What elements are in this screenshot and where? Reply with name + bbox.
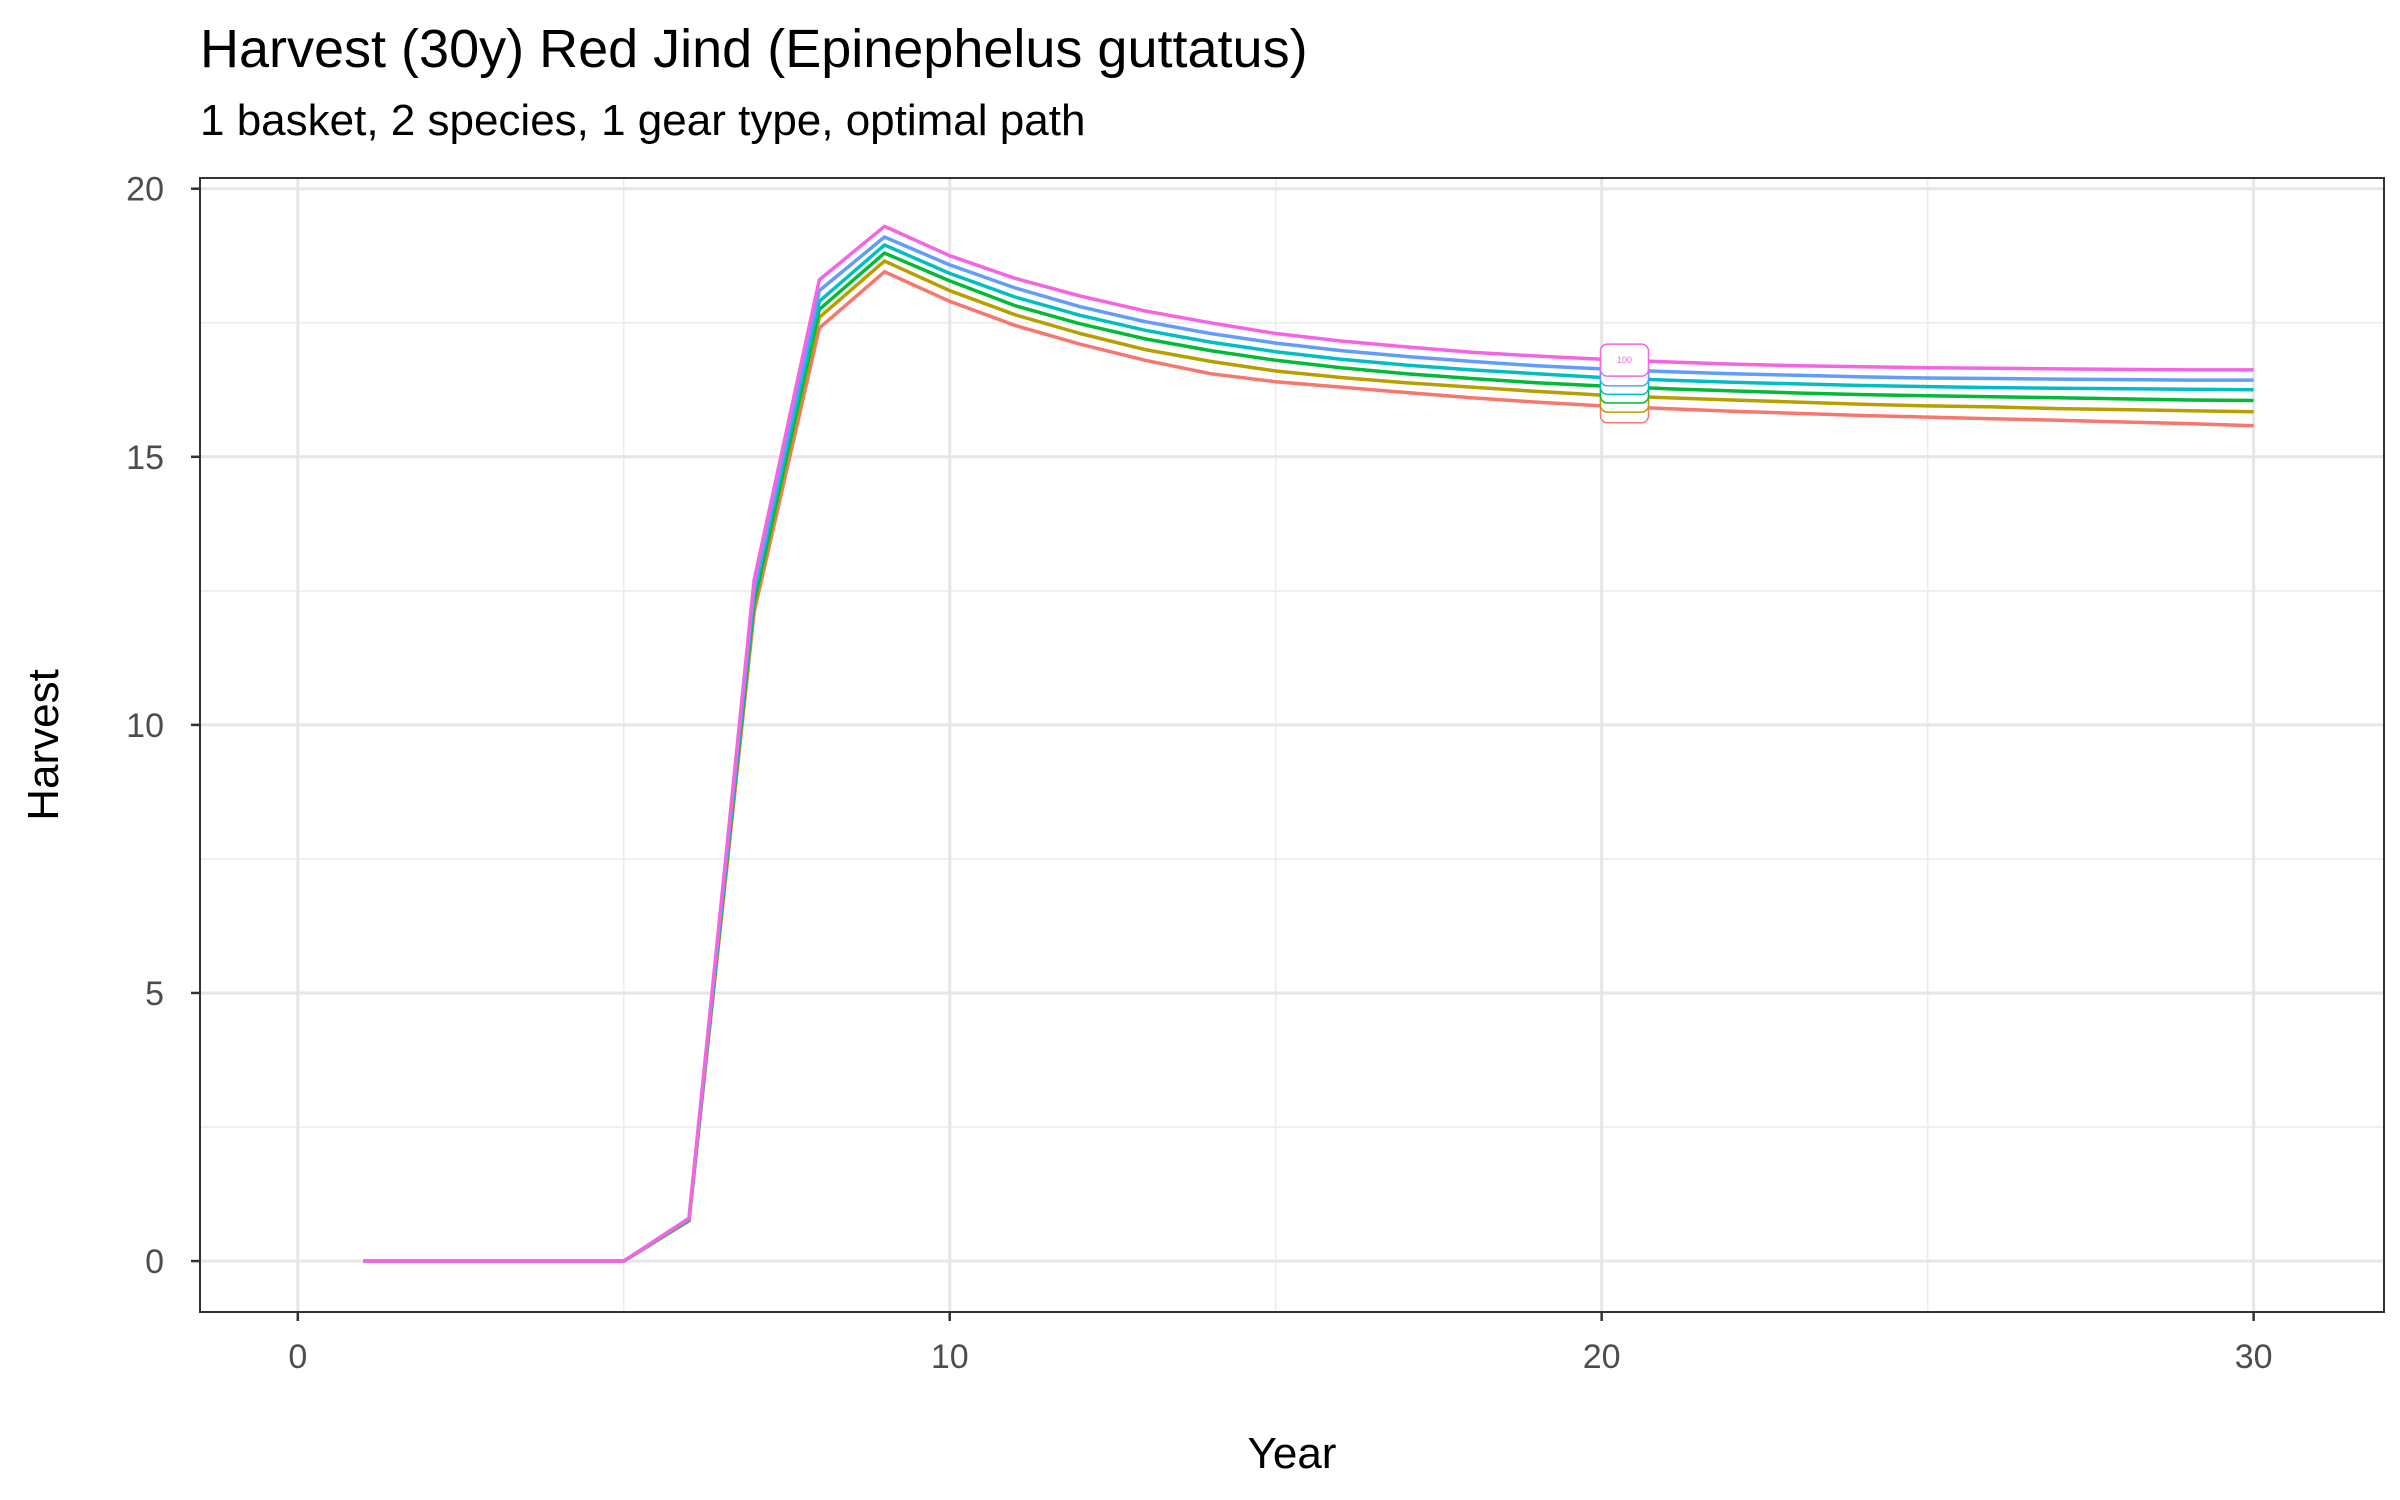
y-tick-label: 15 <box>126 439 164 477</box>
grid-minor <box>200 178 2384 1312</box>
plot-panel <box>200 178 2384 1312</box>
y-tick-label: 5 <box>145 975 164 1013</box>
y-tick-label: 0 <box>145 1243 164 1281</box>
x-axis: 0 10 20 30 <box>288 1312 2273 1376</box>
plot-border <box>199 177 2385 1313</box>
x-tick-label: 10 <box>931 1338 969 1376</box>
y-axis-title: Harvest <box>19 669 68 821</box>
x-tick-label: 20 <box>1583 1338 1621 1376</box>
x-tick-label: 30 <box>2235 1338 2273 1376</box>
y-tick-label: 20 <box>126 171 164 209</box>
end-label-6: 100 <box>1599 343 1650 377</box>
chart-subtitle: 1 basket, 2 species, 1 gear type, optima… <box>200 96 1086 145</box>
end-label-box <box>1599 343 1650 377</box>
chart-title: Harvest (30y) Red Jind (Epinephelus gutt… <box>200 19 1308 79</box>
end-label-text: 100 <box>1617 355 1632 365</box>
y-axis: 0 5 10 15 20 <box>126 171 200 1281</box>
end-labels: 100100100100100100 <box>1599 343 1650 424</box>
series-layer <box>363 224 2254 1263</box>
series-line-6 <box>363 224 2254 1263</box>
x-tick-label: 0 <box>288 1338 307 1376</box>
grid-major <box>200 178 2384 1312</box>
y-tick-label: 10 <box>126 707 164 745</box>
x-axis-title: Year <box>1248 1429 1337 1478</box>
